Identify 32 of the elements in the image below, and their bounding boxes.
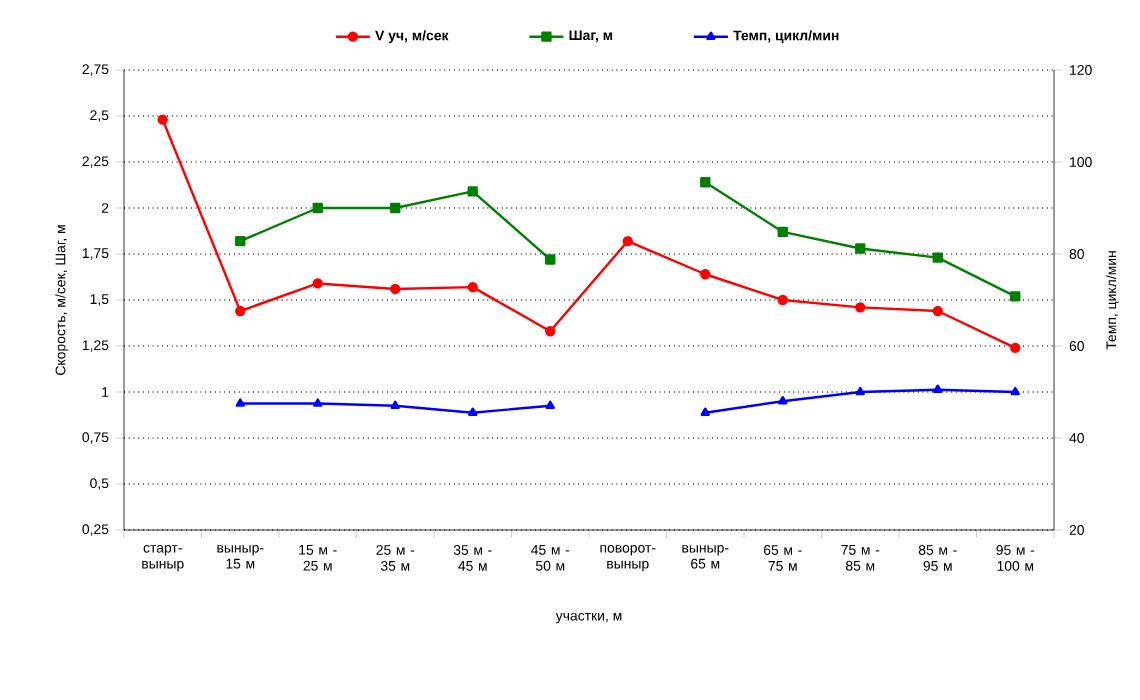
point	[390, 202, 401, 214]
point	[932, 252, 943, 263]
point	[932, 305, 943, 317]
point	[467, 186, 478, 197]
point	[312, 202, 323, 214]
point	[235, 398, 245, 407]
point	[390, 400, 400, 409]
point	[1010, 342, 1021, 354]
point	[777, 226, 788, 238]
point	[545, 400, 555, 409]
point	[855, 243, 866, 254]
point	[467, 281, 478, 293]
point	[157, 114, 168, 125]
point	[855, 302, 866, 313]
point	[468, 407, 478, 416]
point	[778, 396, 788, 405]
point	[700, 177, 711, 188]
point	[700, 269, 711, 280]
point	[933, 384, 943, 393]
point	[390, 283, 401, 295]
point	[777, 294, 788, 306]
point	[1010, 291, 1021, 302]
point	[622, 235, 633, 247]
point	[235, 305, 246, 317]
point	[545, 326, 556, 337]
point	[312, 278, 323, 289]
point	[855, 386, 865, 396]
point	[235, 235, 246, 247]
point	[313, 398, 323, 407]
point	[1010, 386, 1020, 396]
point	[545, 254, 556, 265]
point	[700, 407, 710, 416]
